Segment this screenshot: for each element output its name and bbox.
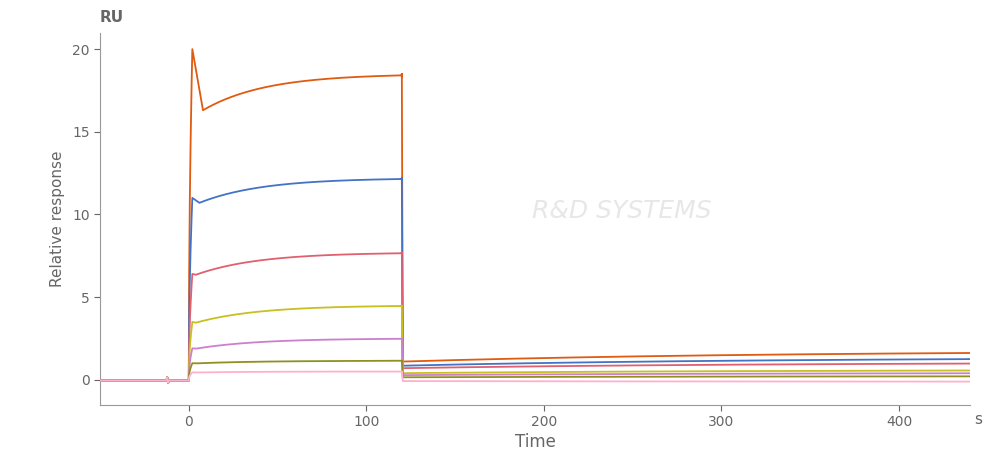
X-axis label: Time: Time	[515, 433, 555, 451]
Text: s: s	[974, 412, 982, 427]
Text: RU: RU	[100, 10, 124, 25]
Text: R&D SYSTEMS: R&D SYSTEMS	[532, 199, 712, 223]
Y-axis label: Relative response: Relative response	[50, 150, 65, 287]
